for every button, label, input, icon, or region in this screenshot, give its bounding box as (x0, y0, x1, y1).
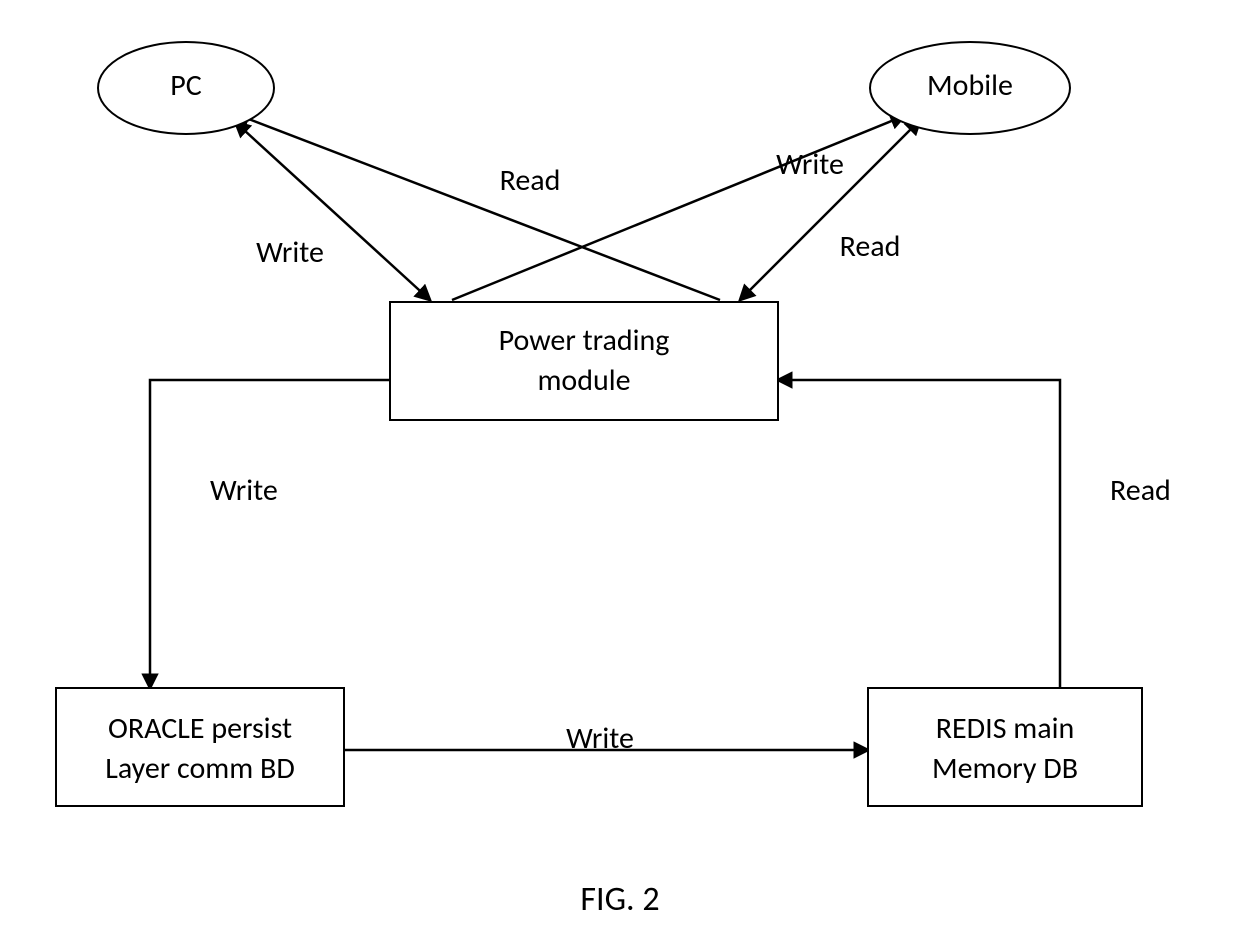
node-redis (868, 688, 1142, 806)
edge-labels-group: Write Read Write Read Write Read Write (210, 146, 1171, 757)
node-mobile-label: Mobile (927, 67, 1013, 104)
edge-redis-ptm (778, 380, 1060, 688)
node-redis-label1: REDIS main (936, 710, 1075, 747)
label-mobile-write: Write (776, 146, 844, 183)
label-pc-read: Read (500, 162, 561, 199)
node-ptm-label1: Power trading (499, 322, 670, 359)
node-ptm-label2: module (537, 362, 630, 399)
label-oracle-redis: Write (566, 720, 634, 757)
label-ptm-oracle: Write (210, 472, 278, 509)
nodes-group: PC Mobile Power trading module ORACLE pe… (56, 42, 1142, 806)
node-pc-label: PC (170, 67, 202, 104)
node-oracle (56, 688, 344, 806)
node-oracle-label1: ORACLE persist (108, 710, 292, 747)
label-mobile-read: Read (840, 228, 901, 265)
label-redis-ptm: Read (1110, 472, 1171, 509)
node-redis-label2: Memory DB (932, 750, 1078, 787)
edges-group (150, 118, 1060, 750)
diagram-canvas: PC Mobile Power trading module ORACLE pe… (0, 0, 1240, 952)
edge-pc-read (246, 118, 720, 300)
edge-pc-write (244, 130, 430, 300)
label-pc-write: Write (256, 234, 324, 271)
node-oracle-label2: Layer comm BD (105, 750, 295, 787)
figure-caption: FIG. 2 (580, 879, 659, 920)
edge-ptm-oracle (150, 380, 390, 688)
node-ptm (390, 302, 778, 420)
